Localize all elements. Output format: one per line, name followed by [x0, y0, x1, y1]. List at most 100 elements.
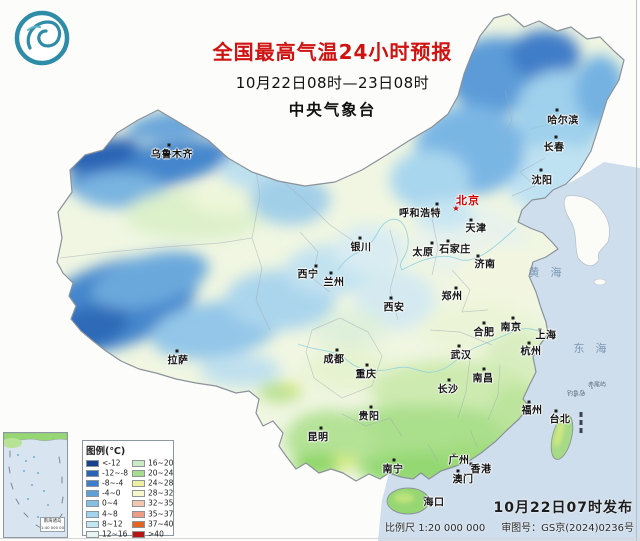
legend-swatch — [86, 490, 99, 498]
legend-item: >40 — [132, 529, 173, 539]
cma-logo-icon — [14, 10, 70, 66]
city-dot — [435, 202, 439, 206]
legend-item: 4~8 — [86, 509, 128, 519]
city-label: 澳门 — [452, 474, 474, 486]
city-dot — [335, 348, 339, 352]
legend-swatch — [132, 479, 146, 487]
city-dot — [446, 239, 450, 243]
city-dot — [457, 344, 461, 348]
city-label: 贵阳 — [358, 411, 380, 423]
inset-map — [2, 432, 68, 529]
city-dot — [476, 254, 480, 258]
inset-scale: 1:40 000 000 — [41, 525, 65, 530]
city-label: 重庆 — [355, 369, 377, 381]
island-label: 赤尾屿 — [587, 381, 607, 389]
legend-item: 16~20 — [132, 458, 173, 468]
city-label: 乌鲁木齐 — [151, 149, 193, 161]
legend-label: -12~-8 — [102, 468, 129, 478]
legend-swatch — [86, 520, 99, 528]
city-label: 上海 — [535, 330, 557, 342]
legend-swatch — [86, 469, 99, 477]
inset-scale-box: 南海诸岛 1:40 000 000 — [40, 517, 65, 532]
province-borders — [59, 89, 546, 463]
legend-panel: 图例(℃) <-12 -12~-8 -8~-4 -4~0 0~4 4~8 8~12 12~16… — [82, 440, 174, 539]
china-national-border — [56, 13, 625, 482]
city-label: 台北 — [549, 414, 571, 426]
legend-label: 28~32 — [148, 488, 174, 498]
city-dot — [175, 349, 179, 353]
city-label: 南宁 — [382, 464, 404, 476]
legend-label: <-12 — [102, 458, 121, 468]
city-label: 香港 — [470, 464, 492, 476]
city-label: 西安 — [383, 302, 405, 314]
city-label: 长沙 — [437, 384, 459, 396]
city-dot — [365, 363, 369, 367]
legend-label: 16~20 — [148, 458, 174, 468]
city-dot — [423, 496, 427, 500]
city-label: 济南 — [474, 259, 496, 271]
city-dot — [452, 453, 456, 457]
city-dot — [482, 321, 486, 325]
city-dot — [447, 378, 451, 382]
legend-swatch — [132, 500, 146, 508]
city-dot — [538, 328, 542, 332]
legend-item: <-12 — [86, 458, 128, 468]
legend-item: 28~32 — [132, 489, 173, 499]
legend-item: 8~12 — [86, 519, 128, 529]
sea-area — [378, 162, 640, 541]
city-label: 合肥 — [473, 327, 495, 339]
city-dot — [511, 316, 515, 320]
city-label: 北京 — [456, 194, 480, 207]
hainan-island — [386, 487, 430, 515]
sea-label: 黄海 — [528, 266, 573, 279]
city-label: 银川 — [350, 242, 372, 254]
city-label: 昆明 — [307, 432, 329, 444]
south-china-sea-inset: 南海诸岛 1:40 000 000 — [2, 432, 68, 538]
island — [593, 278, 607, 286]
legend-label: 20~24 — [148, 468, 174, 478]
legend-label: 0~4 — [102, 498, 118, 508]
legend-swatch — [132, 530, 146, 538]
legend-label: 24~28 — [148, 478, 174, 488]
city-label: 福州 — [521, 405, 543, 417]
legend-label: -8~-4 — [102, 478, 124, 488]
city-dot — [358, 236, 362, 240]
cma-logo — [13, 9, 71, 71]
city-dot — [319, 426, 323, 430]
city-dot — [539, 168, 543, 172]
legend-label: 8~12 — [102, 519, 123, 529]
legend-label: 32~35 — [148, 498, 174, 508]
city-dot — [430, 241, 434, 245]
city-label: 呼和浩特 — [399, 208, 441, 220]
legend-item: 12~16 — [86, 529, 128, 539]
legend-swatch — [86, 500, 99, 508]
island-label: 钓鱼岛 — [566, 390, 586, 398]
taiwan-island — [550, 414, 574, 460]
city-label: 哈尔滨 — [547, 115, 579, 127]
city-label: 广州 — [448, 455, 470, 467]
city-dot — [329, 271, 333, 275]
city-label: 天津 — [465, 223, 487, 235]
legend-swatch — [86, 459, 99, 467]
legend-label: -4~0 — [102, 488, 121, 498]
legend-item: -8~-4 — [86, 478, 128, 488]
diaoyu-islands — [574, 387, 593, 397]
city-label: 南昌 — [472, 373, 494, 385]
sea-label: 东海 — [573, 342, 618, 355]
city-dot — [369, 405, 373, 409]
issue-time: 10月22日07时发布 — [493, 500, 633, 516]
legend-swatch — [132, 510, 146, 518]
city-dot — [389, 296, 393, 300]
city-dot — [456, 469, 460, 473]
city-label: 沈阳 — [531, 175, 553, 187]
city-dot — [527, 341, 531, 345]
legend-item: 32~35 — [132, 499, 173, 509]
city-label: 杭州 — [520, 346, 542, 358]
city-dot — [554, 409, 558, 413]
korea-landmass — [563, 195, 610, 267]
legend-item: -4~0 — [86, 489, 128, 499]
capital-star-icon: ★ — [452, 204, 460, 213]
legend-item: 0~4 — [86, 499, 128, 509]
legend-swatch — [132, 469, 146, 477]
